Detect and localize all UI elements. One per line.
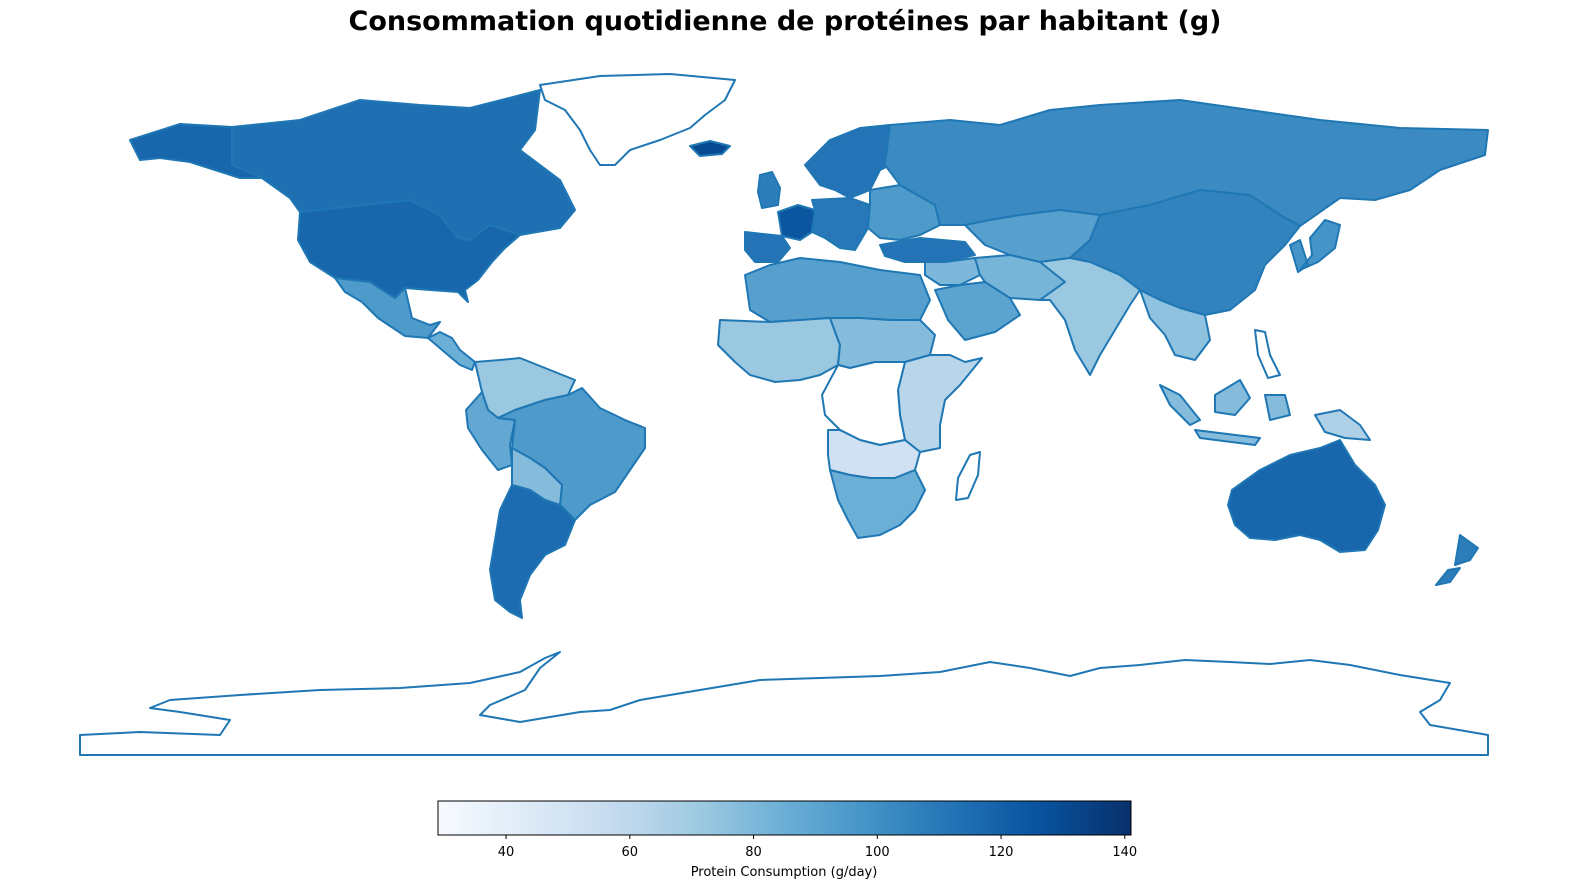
region-iceland: [689, 140, 731, 157]
region-antarctica: [79, 651, 1489, 756]
region-korea-japan: [1289, 219, 1341, 273]
region-southern-africa: [829, 469, 926, 539]
region-uk: [757, 171, 781, 209]
region-west-africa: [717, 317, 841, 383]
region-argentina: [489, 484, 576, 619]
region-png: [1314, 409, 1371, 441]
region-southeast-asia: [1139, 289, 1211, 361]
colorbar-ticks: 40 60 80 100 120 140: [498, 835, 1137, 860]
region-canada: [231, 89, 576, 241]
colorbar-tick-label: 40: [498, 845, 515, 860]
region-arabia: [934, 281, 1021, 341]
colorbar-tick-label: 60: [622, 845, 639, 860]
colorbar-tick-label: 100: [865, 845, 890, 860]
colorbar-tick-label: 140: [1112, 845, 1137, 860]
region-central-america: [427, 331, 476, 371]
region-iberia: [744, 231, 791, 263]
region-indonesia: [1159, 379, 1291, 446]
region-north-africa: [744, 257, 931, 323]
map-title: Consommation quotidienne de protéines pa…: [348, 6, 1222, 37]
region-east-africa: [897, 354, 983, 453]
region-western-europe: [811, 197, 871, 251]
region-turkey: [879, 237, 976, 263]
region-france: [777, 204, 816, 241]
colorbar-tick-label: 120: [989, 845, 1014, 860]
region-middle-east: [924, 257, 981, 286]
map-regions: [79, 73, 1489, 756]
region-alaska: [129, 123, 263, 179]
region-south-asia: [1039, 257, 1141, 376]
region-philippines: [1254, 329, 1281, 379]
colorbar-label: Protein Consumption (g/day): [691, 865, 878, 880]
region-new-zealand: [1435, 534, 1479, 586]
colorbar-tick-label: 80: [745, 845, 762, 860]
region-greenland: [539, 73, 736, 166]
region-australia: [1227, 439, 1386, 553]
colorbar: 40 60 80 100 120 140 Protein Consumption (g/d…: [437, 800, 1137, 880]
region-madagascar: [955, 451, 981, 501]
region-mexico: [334, 277, 441, 339]
colorbar-gradient: [437, 800, 1132, 836]
